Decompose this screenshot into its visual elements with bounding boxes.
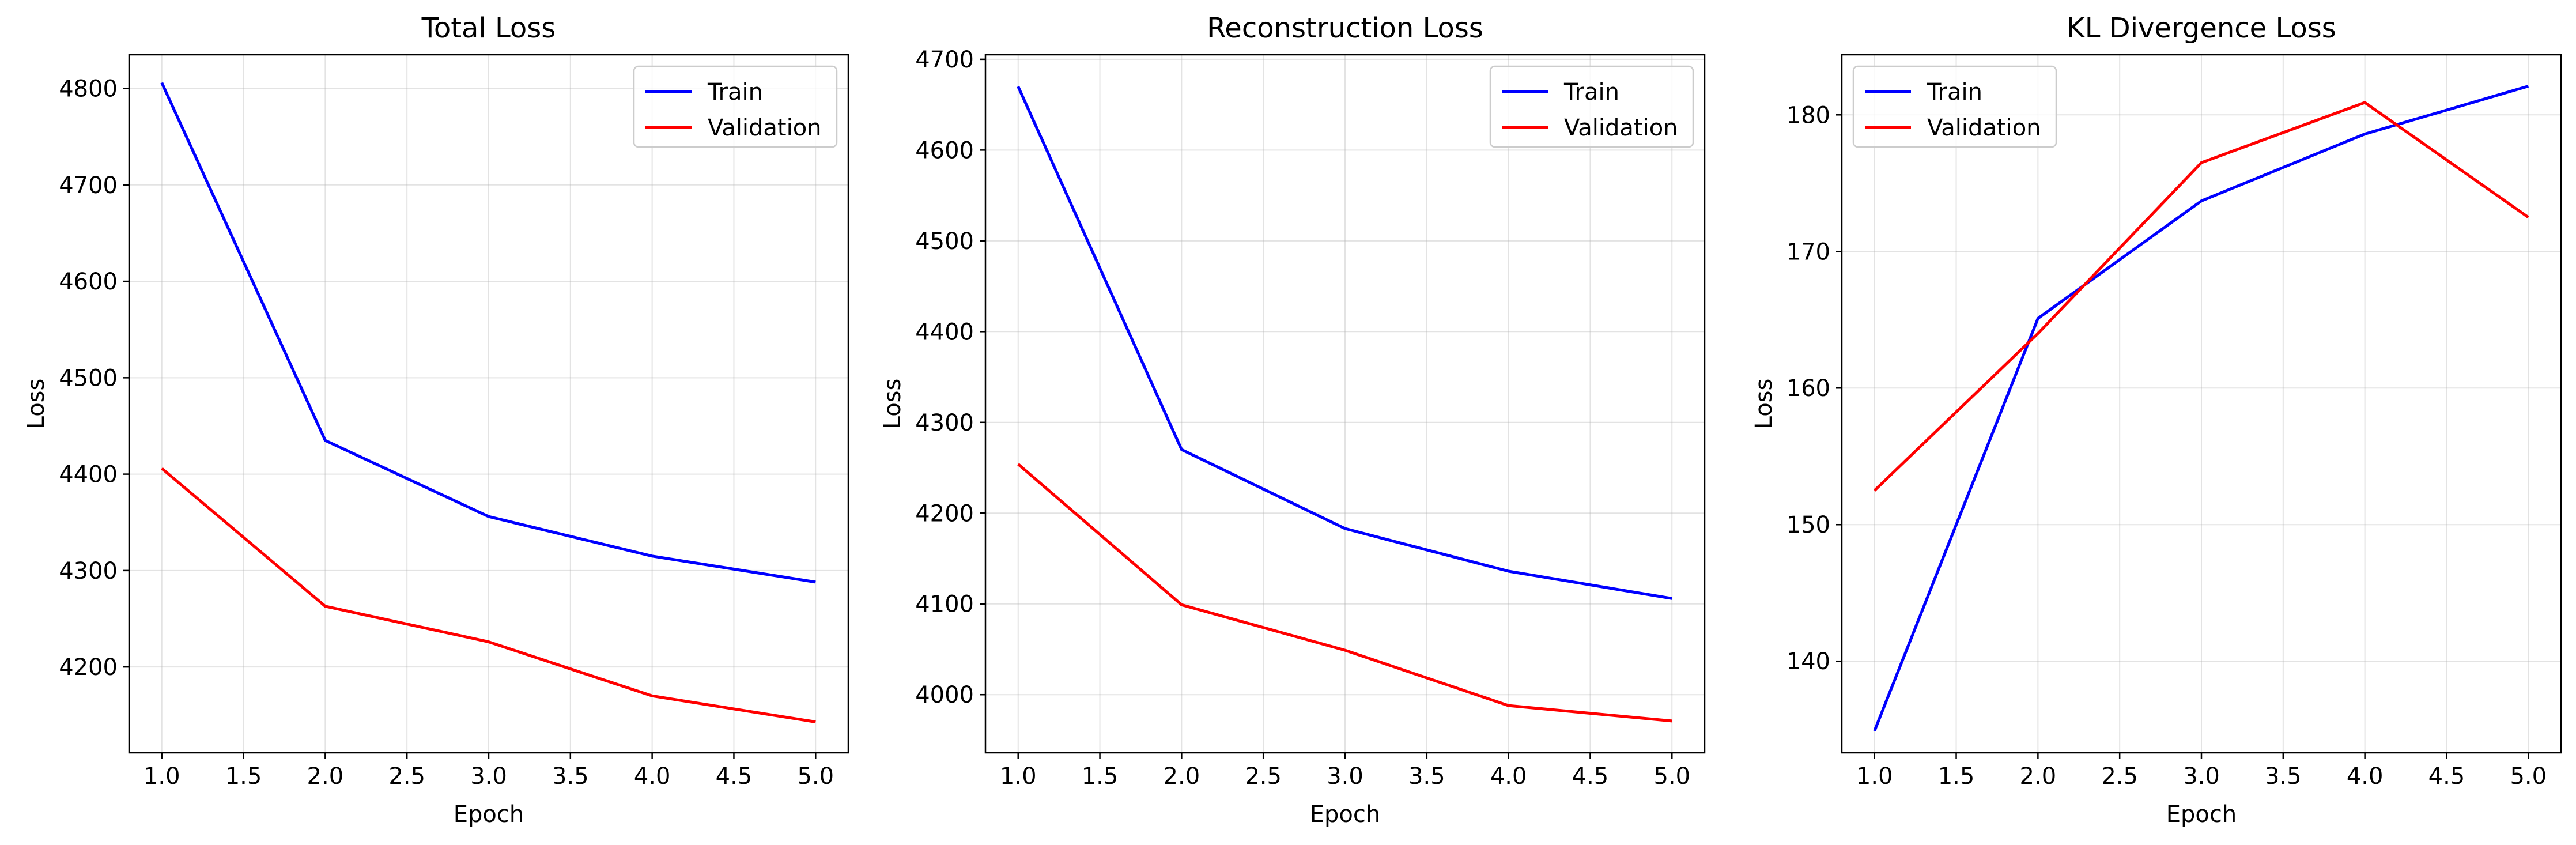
series-line-validation bbox=[161, 467, 816, 723]
series-line-validation bbox=[1017, 463, 1672, 723]
chart-panel: 1.0 1.5 2.0 2.5 3.0 3.5 4.0 4.5 5.0 4000 4100 4200 4… bbox=[879, 12, 1706, 828]
x-tick-label: 4.0 bbox=[634, 763, 671, 790]
x-tick-label: 1.5 bbox=[1938, 763, 1975, 790]
y-tick-label: 4400 bbox=[915, 319, 974, 345]
y-tick-label: 170 bbox=[1786, 239, 1830, 265]
x-tick-label: 2.0 bbox=[1164, 763, 1200, 790]
legend-label-validation: Validation bbox=[1564, 115, 1678, 141]
y-tick-label: 4200 bbox=[915, 500, 974, 527]
y-axis-label: Loss bbox=[23, 379, 50, 429]
y-tick-label: 4100 bbox=[915, 591, 974, 618]
x-tick-label: 2.0 bbox=[2020, 763, 2057, 790]
chart-title: Reconstruction Loss bbox=[1207, 12, 1483, 44]
x-tick-label: 3.5 bbox=[2265, 763, 2302, 790]
y-tick-label: 4400 bbox=[59, 462, 118, 488]
chart-title: Total Loss bbox=[421, 12, 556, 44]
x-axis-label: Epoch bbox=[1310, 801, 1380, 828]
series-line-train bbox=[1873, 85, 2529, 732]
y-axis-label: Loss bbox=[1751, 379, 1777, 429]
series-line-validation bbox=[1873, 101, 2529, 492]
chart-panel: 1.0 1.5 2.0 2.5 3.0 3.5 4.0 4.5 5.0 4200 4300 4400 4… bbox=[23, 12, 849, 828]
legend-label-train: Train bbox=[1563, 79, 1619, 105]
gridlines bbox=[985, 55, 1705, 753]
x-tick-label: 5.0 bbox=[2510, 763, 2547, 790]
x-tick-label: 3.0 bbox=[470, 763, 507, 790]
x-tick-label: 2.5 bbox=[2101, 763, 2138, 790]
y-axis-label: Loss bbox=[879, 379, 906, 429]
gridlines bbox=[129, 55, 848, 753]
legend: Train Validation bbox=[1489, 65, 1694, 148]
y-tick-label: 4800 bbox=[59, 76, 118, 103]
y-tick-label: 4300 bbox=[59, 558, 118, 584]
x-tick-label: 2.5 bbox=[1245, 763, 1282, 790]
x-tick-label: 4.0 bbox=[2347, 763, 2384, 790]
x-tick-label: 2.0 bbox=[307, 763, 344, 790]
x-tick-label: 1.0 bbox=[1856, 763, 1893, 790]
x-tick-label: 5.0 bbox=[797, 763, 834, 790]
x-tick-label: 1.0 bbox=[1000, 763, 1037, 790]
x-axis-label: Epoch bbox=[454, 801, 524, 828]
series-line-train bbox=[160, 82, 816, 584]
x-tick-label: 1.5 bbox=[225, 763, 262, 790]
y-tick-label: 4700 bbox=[915, 47, 974, 73]
x-tick-label: 5.0 bbox=[1653, 763, 1690, 790]
legend-label-validation: Validation bbox=[1927, 115, 2041, 141]
y-tick-label: 4500 bbox=[59, 365, 118, 391]
x-tick-label: 3.5 bbox=[552, 763, 589, 790]
x-tick-label: 4.5 bbox=[1572, 763, 1609, 790]
x-tick-label: 2.5 bbox=[388, 763, 425, 790]
legend: Train Validation bbox=[1852, 65, 2057, 148]
y-tick-label: 160 bbox=[1786, 375, 1830, 402]
y-tick-label: 4000 bbox=[915, 682, 974, 708]
x-tick-label: 3.0 bbox=[1327, 763, 1363, 790]
legend-label-validation: Validation bbox=[708, 115, 822, 141]
x-tick-label: 1.0 bbox=[143, 763, 180, 790]
y-tick-label: 4600 bbox=[915, 137, 974, 164]
y-tick-label: 140 bbox=[1786, 648, 1830, 675]
legend-label-train: Train bbox=[1927, 79, 1982, 105]
y-tick-label: 4500 bbox=[915, 228, 974, 255]
y-tick-label: 4700 bbox=[59, 172, 118, 199]
y-tick-label: 4200 bbox=[59, 654, 118, 681]
chart-title: KL Divergence Loss bbox=[2067, 12, 2336, 44]
x-tick-label: 3.0 bbox=[2183, 763, 2220, 790]
x-tick-label: 4.5 bbox=[716, 763, 753, 790]
x-tick-label: 1.5 bbox=[1082, 763, 1119, 790]
x-axis-label: Epoch bbox=[2166, 801, 2237, 828]
legend: Train Validation bbox=[633, 65, 838, 148]
y-tick-label: 4600 bbox=[59, 269, 118, 295]
x-tick-label: 4.5 bbox=[2428, 763, 2465, 790]
x-tick-label: 3.5 bbox=[1408, 763, 1445, 790]
chart-panel: 1.0 1.5 2.0 2.5 3.0 3.5 4.0 4.5 5.0 140 150 160 170 1… bbox=[1751, 12, 2562, 828]
y-tick-label: 4300 bbox=[915, 410, 974, 436]
legend-label-train: Train bbox=[707, 79, 763, 105]
y-tick-label: 150 bbox=[1786, 512, 1830, 538]
gridlines bbox=[1842, 55, 2561, 753]
y-tick-label: 180 bbox=[1786, 102, 1830, 129]
series-line-train bbox=[1017, 86, 1672, 600]
x-tick-label: 4.0 bbox=[1490, 763, 1527, 790]
